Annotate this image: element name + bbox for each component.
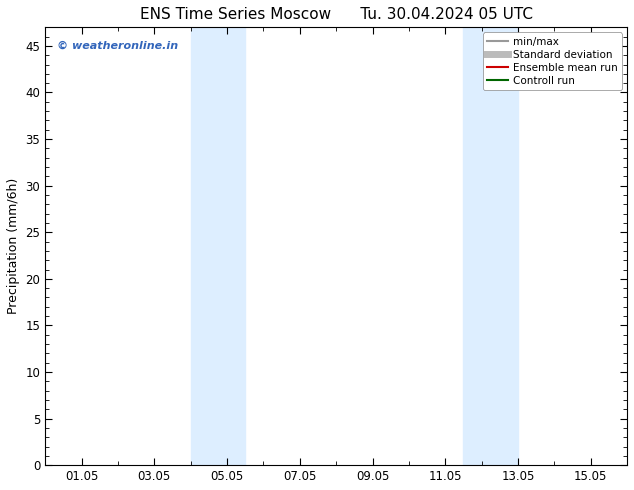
Y-axis label: Precipitation (mm/6h): Precipitation (mm/6h): [7, 178, 20, 315]
Title: ENS Time Series Moscow      Tu. 30.04.2024 05 UTC: ENS Time Series Moscow Tu. 30.04.2024 05…: [139, 7, 533, 22]
Text: © weatheronline.in: © weatheronline.in: [57, 40, 178, 50]
Legend: min/max, Standard deviation, Ensemble mean run, Controll run: min/max, Standard deviation, Ensemble me…: [482, 32, 622, 90]
Bar: [191, 27, 245, 465]
Bar: [463, 27, 518, 465]
